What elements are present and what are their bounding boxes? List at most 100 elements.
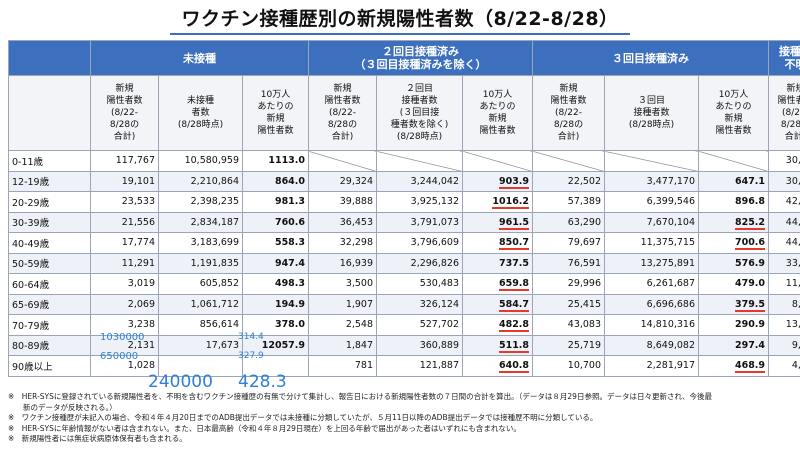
cell-value: 576.9 <box>734 257 766 269</box>
header-corner <box>8 40 91 76</box>
cell-value: 30,692 <box>785 155 800 167</box>
cell-unknown-new: 30,692 <box>768 150 800 172</box>
cell-dose3-count <box>604 150 700 172</box>
cell-value: 0-11歳 <box>12 156 44 168</box>
cell-value: 76,591 <box>567 257 602 269</box>
cell-value: 1,907 <box>345 298 374 310</box>
table-row: 80-89歳 2,131 17,673 12057.9 1,847 360,889 511.… <box>8 334 800 356</box>
handwritten-80-rate: 327.9 <box>238 351 264 361</box>
cell-dose3-new: 43,083 <box>532 314 606 336</box>
cell-unvax-new: 17,774 <box>90 232 159 254</box>
cell-unvax-rate: 864.0 <box>241 170 310 192</box>
cell-value: 70-79歳 <box>12 320 50 332</box>
cell-dose2-count: 530,483 <box>376 273 464 295</box>
cell-unvax-count: 856,614 <box>158 314 243 336</box>
cell-dose3-rate: 647.1 <box>698 170 770 192</box>
cell-value: 44,530 <box>785 216 800 228</box>
cell-value: 737.5 <box>498 257 530 269</box>
cell-value: 6,261,687 <box>646 278 696 290</box>
cell-value: 19,101 <box>121 175 155 187</box>
group-dose3: ３回目接種済み <box>532 40 770 76</box>
cell-value: 80-89歳 <box>12 341 50 353</box>
cell-dose3-rate: 825.2 <box>698 211 770 233</box>
cell-value: 3,500 <box>345 278 374 290</box>
cell-dose2-new <box>308 150 378 172</box>
cell-dose2-count: 3,796,609 <box>376 232 464 254</box>
cell-unvax-rate: 12057.9 <box>241 334 310 356</box>
cell-value: 7,670,104 <box>646 216 696 228</box>
cell-value: 3,183,699 <box>190 237 239 249</box>
footnote: ※ HER-SYSに登録されている新規陽性者を、不明を含むワクチン接種歴の有無で… <box>8 392 713 401</box>
cell-dose3-rate: 290.9 <box>698 314 770 336</box>
cell-dose3-new: 79,697 <box>532 232 606 254</box>
cell-dose2-rate: 511.8 <box>462 334 534 356</box>
table-row: 30-39歳 21,556 2,834,187 760.6 36,453 3,791,07… <box>8 211 800 233</box>
cell-age: 20-29歳 <box>8 191 91 213</box>
cell-age: 80-89歳 <box>8 334 91 356</box>
handwritten-90-count: 240000 <box>148 372 213 392</box>
cell-value: 981.3 <box>274 196 306 208</box>
cell-value: 194.9 <box>274 298 306 310</box>
cell-unknown-new: 9,675 <box>768 334 800 356</box>
cell-value: 903.9 <box>498 175 530 189</box>
cell-unvax-count: 605,852 <box>158 273 243 295</box>
cell-unvax-count: 1,061,712 <box>158 293 243 315</box>
cell-value: 16,939 <box>339 257 374 269</box>
cell-value: 6,696,686 <box>646 298 696 310</box>
table-row: 60-64歳 3,019 605,852 498.3 3,500 530,483 659.8… <box>8 273 800 295</box>
cell-dose3-rate: 576.9 <box>698 252 770 274</box>
cell-dose2-rate <box>462 150 534 172</box>
cell-dose2-rate: 482.8 <box>462 314 534 336</box>
cell-value: 14,810,316 <box>640 319 696 331</box>
cell-value: 290.9 <box>734 319 766 331</box>
cell-age: 40-49歳 <box>8 232 91 254</box>
cell-unvax-rate: 1113.0 <box>241 150 310 172</box>
cell-unknown-new: 8,178 <box>768 293 800 315</box>
cell-dose3-count: 8,649,082 <box>604 334 700 356</box>
cell-value: 13,275,891 <box>640 257 696 269</box>
sub-dose2-new: 新規 陽性者数 (8/22- 8/28の 合計) <box>308 75 378 151</box>
cell-value: 8,178 <box>791 298 800 310</box>
cell-value: 1,061,712 <box>190 298 239 310</box>
cell-value: 13,734 <box>785 319 800 331</box>
cell-dose2-count: 360,889 <box>376 334 464 356</box>
cell-unvax-new: 19,101 <box>90 170 159 192</box>
cell-age: 90歳以上 <box>8 355 91 377</box>
cell-value: 60-64歳 <box>12 279 50 291</box>
cell-unknown-new: 4,587 <box>768 355 800 377</box>
cell-value: 605,852 <box>199 278 239 290</box>
cell-unknown-new: 13,734 <box>768 314 800 336</box>
cell-value: 25,719 <box>567 339 602 351</box>
cell-unvax-rate: 981.3 <box>241 191 310 213</box>
cell-unvax-count: 3,183,699 <box>158 232 243 254</box>
cell-unknown-new: 30,692 <box>768 170 800 192</box>
cell-value: 4,587 <box>791 360 800 372</box>
cell-value: 2,296,826 <box>410 257 460 269</box>
cell-value: 33,433 <box>785 257 800 269</box>
cell-value: 40-49歳 <box>12 238 50 250</box>
vaccination-table: 未接種 ２回目接種済み （３回目接種済みを除く） ３回目接種済み 接種歴 不明 … <box>8 40 800 377</box>
cell-value: 10,580,959 <box>184 155 239 167</box>
footnotes: ※ HER-SYSに登録されている新規陽性者を、不明を含むワクチン接種歴の有無で… <box>8 392 798 445</box>
cell-value: 864.0 <box>274 175 306 187</box>
cell-value: 22,502 <box>567 175 602 187</box>
cell-value: 856,614 <box>199 319 239 331</box>
cell-value: 30,692 <box>785 175 800 187</box>
cell-age: 70-79歳 <box>8 314 91 336</box>
page-title: ワクチン接種歴別の新規陽性者数（8/22-8/28） <box>181 8 619 30</box>
cell-age: 65-69歳 <box>8 293 91 315</box>
cell-dose2-count: 121,887 <box>376 355 464 377</box>
cell-value: 530,483 <box>419 278 460 290</box>
cell-unvax-new: 3,019 <box>90 273 159 295</box>
cell-value: 326,124 <box>419 298 460 310</box>
cell-unknown-new: 11,186 <box>768 273 800 295</box>
cell-dose3-rate: 896.8 <box>698 191 770 213</box>
cell-unvax-rate: 558.3 <box>241 232 310 254</box>
group-unvaccinated: 未接種 <box>89 40 310 76</box>
cell-unknown-new: 44,530 <box>768 211 800 233</box>
cell-value: 121,887 <box>419 360 460 372</box>
sub-unvax-new: 新規 陽性者数 (8/22- 8/28の 合計) <box>90 75 159 151</box>
cell-value: 3,477,170 <box>646 175 696 187</box>
cell-value: 11,375,715 <box>640 237 696 249</box>
cell-value: 1,191,835 <box>190 257 239 269</box>
